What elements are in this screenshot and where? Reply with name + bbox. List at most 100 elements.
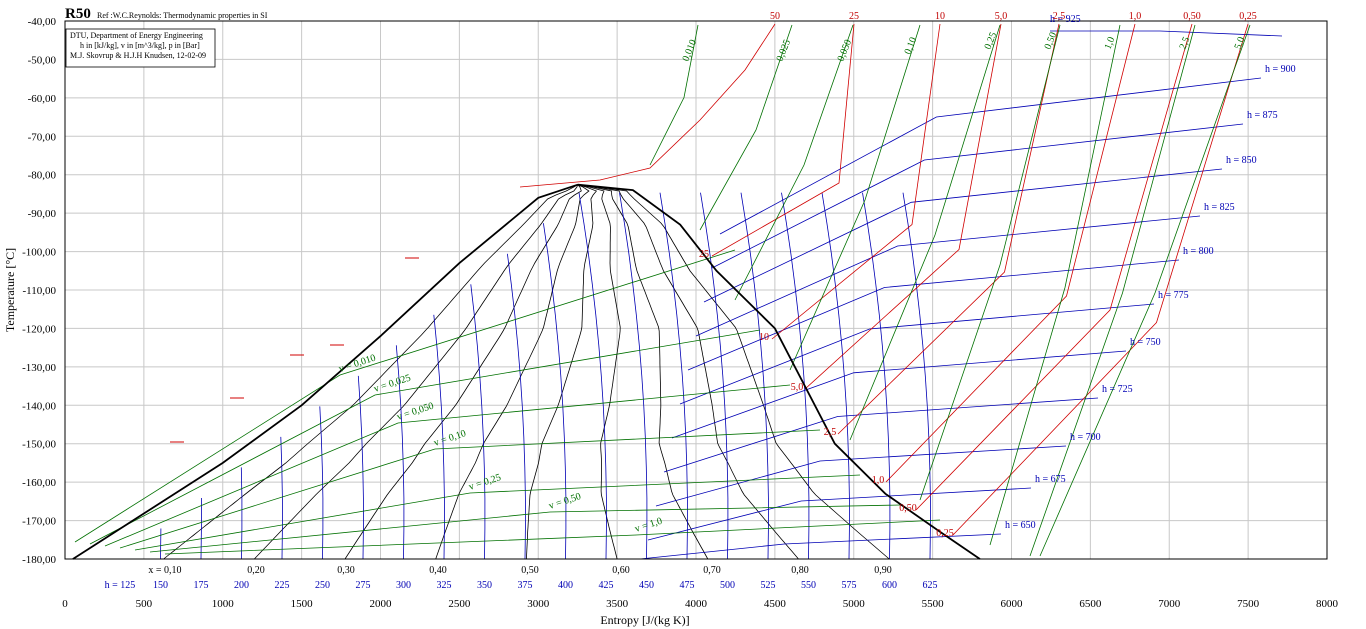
enthalpy-label: 525	[761, 580, 776, 591]
enthalpy-line-vapor	[647, 487, 1032, 541]
enthalpy-label: 325	[437, 580, 452, 591]
pressure-top-label: 50	[770, 11, 780, 22]
x-tick-label: 1500	[291, 598, 314, 610]
enthalpy-vapor-label: h = 800	[1183, 246, 1214, 257]
volume-line-top	[734, 24, 854, 301]
enthalpy-vapor-label: h = 650	[1005, 520, 1036, 531]
enthalpy-line-vapor	[639, 533, 1002, 560]
x-axis-label: Entropy [J/(kg K)]	[600, 613, 689, 627]
enthalpy-line-vapor	[1050, 30, 1283, 37]
saturation-dome	[72, 183, 981, 560]
enthalpy-vapor-label: h = 875	[1247, 110, 1278, 121]
enthalpy-vapor-label: h = 750	[1130, 337, 1161, 348]
x-tick-label: 5000	[843, 598, 866, 610]
x-tick-label: 7500	[1237, 598, 1260, 610]
volume-line	[119, 429, 821, 549]
volume-line	[74, 249, 736, 543]
enthalpy-label: 275	[356, 580, 371, 591]
volume-line-top	[649, 24, 699, 166]
enthalpy-vapor-label: h = 725	[1102, 384, 1133, 395]
enthalpy-label: 500	[720, 580, 735, 591]
volume-label: v = 0,050	[396, 401, 436, 423]
enthalpy-label: 300	[396, 580, 411, 591]
enthalpy-line-vapor	[703, 168, 1223, 303]
enthalpy-line	[240, 467, 243, 560]
isobar	[915, 23, 1193, 511]
quality-label: 0,40	[429, 565, 447, 576]
quality-line	[577, 184, 621, 560]
x-tick-label: 6500	[1079, 598, 1102, 610]
y-tick-label: -50,00	[28, 54, 57, 66]
isobar	[771, 23, 941, 340]
volume-line	[89, 329, 761, 545]
enthalpy-label: 375	[518, 580, 533, 591]
pressure-dome-label: 2,5	[824, 427, 837, 438]
enthalpy-line-vapor	[679, 303, 1155, 405]
plot-frame	[64, 20, 1328, 560]
enthalpy-label: 200	[234, 580, 249, 591]
volume-label: v = 1,0	[634, 516, 664, 535]
y-tick-label: -110,00	[22, 285, 56, 297]
y-tick-label: -90,00	[28, 208, 57, 220]
isobar	[837, 23, 1060, 435]
y-tick-label: -120,00	[22, 323, 56, 335]
volume-label: v = 0,50	[548, 491, 583, 512]
x-tick-label: 3000	[527, 598, 550, 610]
pressure-dome-label: 1,0	[872, 475, 885, 486]
pressure-dome-label: 10	[759, 332, 769, 343]
quality-line	[526, 184, 598, 560]
quality-label: 0,70	[703, 565, 721, 576]
pressure-top-label: 25	[849, 11, 859, 22]
quality-label: 0,30	[337, 565, 355, 576]
y-axis-label: Temperature [°C]	[3, 248, 17, 332]
enthalpy-label: 350	[477, 580, 492, 591]
pressure-top-label: 0,25	[1239, 11, 1257, 22]
y-tick-label: -160,00	[22, 477, 56, 489]
volume-top-label: 2,5	[1178, 35, 1193, 51]
quality-label: 0,80	[791, 565, 809, 576]
x-tick-label: 6000	[1001, 598, 1024, 610]
enthalpy-label: 475	[680, 580, 695, 591]
isobar	[885, 23, 1136, 483]
chart-title: R50	[65, 6, 91, 22]
enthalpy-label: 575	[842, 580, 857, 591]
enthalpy-label: 175	[194, 580, 209, 591]
enthalpy-label: 625	[923, 580, 938, 591]
enthalpy-label: 150	[153, 580, 168, 591]
enthalpy-line-vapor	[671, 350, 1127, 439]
volume-line-top	[919, 24, 1061, 501]
volume-line	[149, 504, 901, 553]
pressure-top-label: 1,0	[1129, 11, 1142, 22]
info-line-3: M.J. Skovrup & H.J.H Knudsen, 12-02-09	[70, 51, 206, 60]
quality-label: 0,90	[874, 565, 892, 576]
y-tick-label: -60,00	[28, 93, 57, 105]
volume-top-label: 1,0	[1103, 35, 1118, 51]
y-tick-label: -150,00	[22, 439, 56, 451]
enthalpy-line-vapor	[711, 123, 1244, 269]
enthalpy-line	[740, 192, 769, 560]
y-tick-label: -80,00	[28, 170, 57, 182]
x-tick-label: 4500	[764, 598, 787, 610]
quality-line	[577, 184, 709, 560]
volume-label: v = 0,025	[373, 373, 413, 395]
quality-label: 0,20	[247, 565, 265, 576]
volume-line-top	[989, 24, 1121, 546]
isobar	[711, 23, 855, 257]
pressure-top-label: 5,0	[995, 11, 1008, 22]
enthalpy-line	[619, 192, 648, 560]
enthalpy-line-vapor	[663, 397, 1099, 473]
grid	[64, 20, 1328, 560]
y-tick-label: -40,00	[28, 16, 57, 28]
quality-label: x = 0,10	[148, 565, 181, 576]
pressure-top-label: 0,50	[1183, 11, 1201, 22]
saturated-vapor-line	[577, 183, 981, 560]
x-tick-label: 4000	[685, 598, 708, 610]
x-tick-label: 3500	[606, 598, 629, 610]
x-tick-label: 2500	[448, 598, 471, 610]
volume-top-label: 0,10	[903, 36, 920, 56]
quality-line	[577, 184, 799, 560]
pressure-dome-label: 25	[699, 249, 709, 260]
quality-label: 0,60	[612, 565, 630, 576]
enthalpy-line	[543, 223, 567, 560]
